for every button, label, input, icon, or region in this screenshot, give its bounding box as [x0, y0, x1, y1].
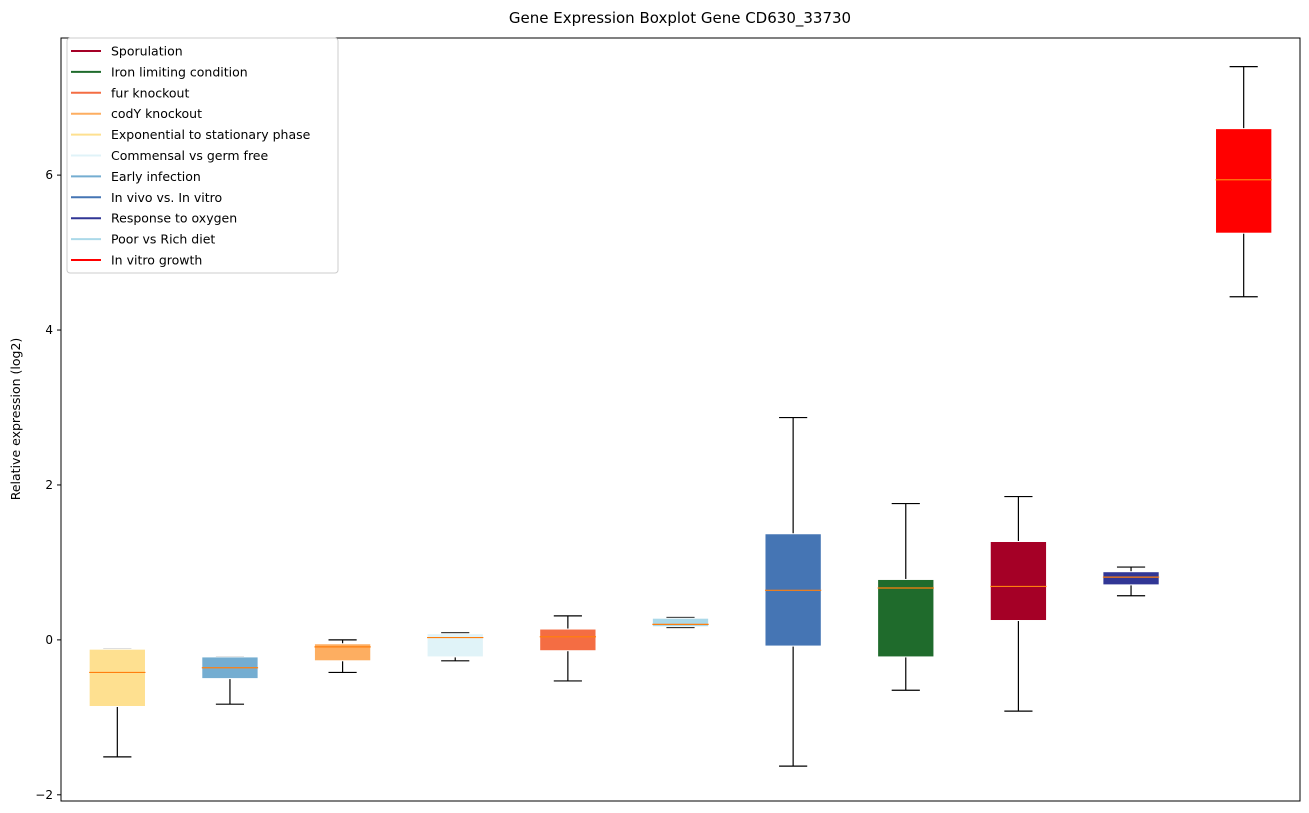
legend-label: Response to oxygen [111, 211, 237, 226]
box [539, 628, 597, 652]
box [1215, 128, 1273, 234]
box-group [651, 616, 710, 629]
box-group [426, 632, 484, 662]
legend-label: codY knockout [111, 106, 202, 121]
box-group [201, 656, 259, 705]
box-group [88, 648, 146, 758]
box-group [1215, 66, 1273, 298]
y-tick-label: 4 [45, 323, 53, 337]
box [651, 617, 710, 628]
y-tick-label: −2 [35, 788, 53, 802]
box-group [877, 502, 935, 691]
legend-label: In vivo vs. In vitro [111, 190, 222, 205]
box [877, 578, 935, 658]
legend-label: Commensal vs germ free [111, 148, 268, 163]
box-group [764, 416, 822, 767]
plot-frame [60, 37, 1301, 802]
legend-label: fur knockout [111, 85, 189, 100]
legend-label: Sporulation [111, 44, 183, 59]
y-tick-label: 0 [45, 633, 53, 647]
legend: Sporulation Iron limiting condition fur kn… [66, 37, 339, 274]
legend-label: Exponential to stationary phase [111, 127, 311, 142]
box [426, 633, 484, 658]
box-group [1102, 566, 1160, 597]
box [313, 643, 372, 662]
box-group [313, 639, 372, 674]
legend-label: Iron limiting condition [111, 64, 248, 79]
y-tick-label: 2 [45, 478, 53, 492]
box-group [539, 615, 597, 682]
box-group [989, 495, 1048, 712]
box [989, 541, 1048, 622]
legend-label: Poor vs Rich diet [111, 232, 215, 247]
y-tick-label: 6 [45, 168, 53, 182]
legend-label: In vitro growth [111, 253, 202, 268]
box [88, 648, 146, 707]
y-axis-label: Relative expression (log2) [8, 338, 23, 501]
legend-label: Early infection [111, 169, 201, 184]
chart-title: Gene Expression Boxplot Gene CD630_33730 [509, 9, 851, 28]
box [1102, 571, 1160, 586]
legend-frame [66, 37, 339, 274]
